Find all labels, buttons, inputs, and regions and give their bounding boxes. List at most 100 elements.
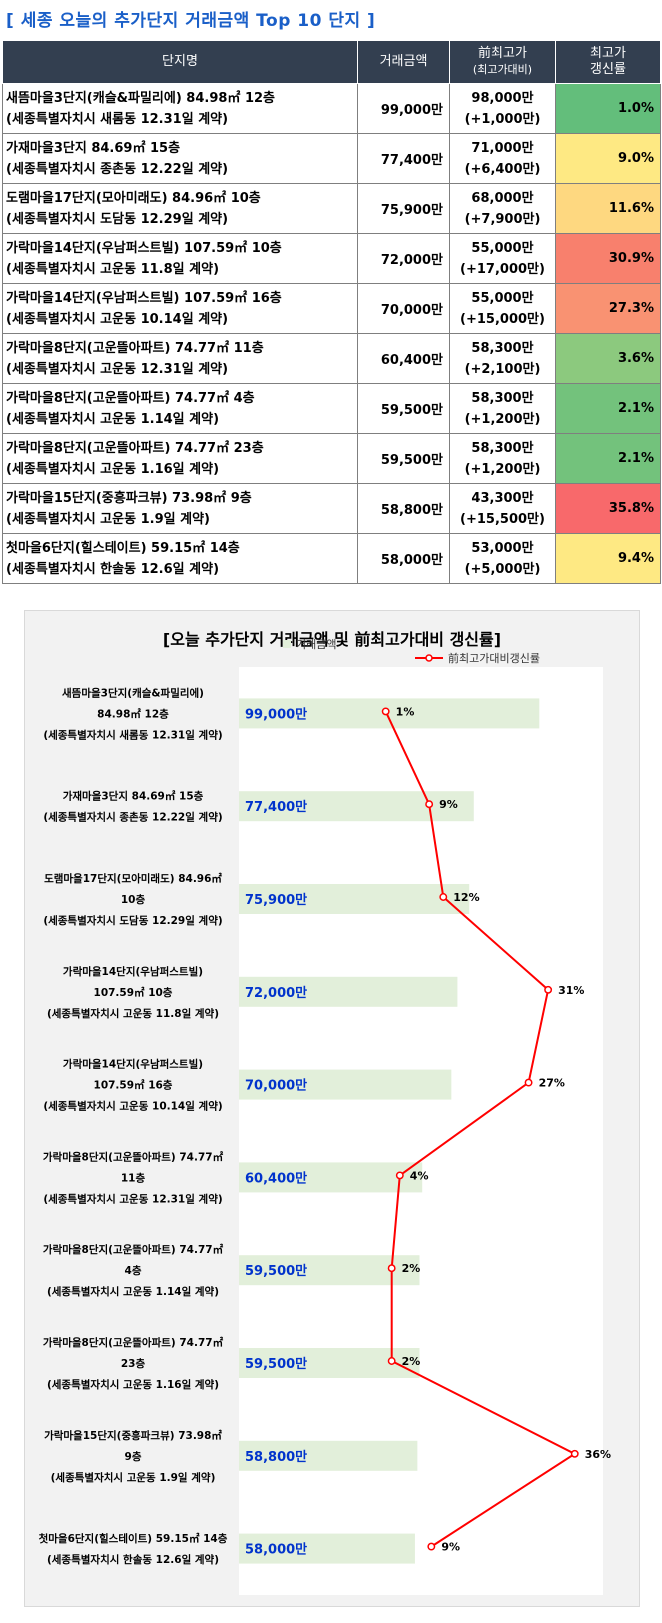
cell-price-value: 60,400만	[380, 353, 443, 368]
cell-complex-name-line2: (세종특별자치시 고운동 10.14일 계약)	[6, 311, 229, 327]
category-label-line: 9층	[125, 1450, 142, 1463]
category-label-line: 가락마을8단지(고운뜰아파트) 74.77㎡	[43, 1150, 224, 1163]
cell-complex-name: 가재마을3단지 84.69㎡ 15층 (세종특별자치시 종촌동 12.22일 계약…	[2, 133, 358, 184]
header-prev-line2: (최고가대비)	[472, 63, 533, 76]
bar-value-label: 77,400만	[245, 799, 307, 815]
rate-value-label: 9%	[439, 798, 458, 811]
cell-price: 59,500만	[357, 383, 450, 434]
cell-rate-value: 9.4%	[617, 551, 654, 566]
bar-value-label: 70,000만	[245, 1078, 307, 1094]
cell-complex-name-line1: 가락마을8단지(고운뜰아파트) 74.77㎡ 4층	[6, 390, 255, 406]
header-price: 거래금액	[357, 40, 450, 84]
table-row: 도램마을17단지(모아미래도) 84.96㎡ 10층 (세종특별자치시 도담동 1…	[2, 183, 661, 234]
rate-point	[524, 1078, 533, 1087]
cell-complex-name-line2: (세종특별자치시 고운동 12.31일 계약)	[6, 361, 229, 377]
category-label-line: (세종특별자치시 한솔동 12.6일 계약)	[47, 1553, 219, 1566]
deals-table: 단지명 거래금액 前최고가 (최고가대비) 최고가 갱신률 새뜸마을3단지(캐슬…	[2, 40, 661, 584]
cell-price: 99,000만	[357, 83, 450, 134]
cell-price-value: 70,000만	[380, 303, 443, 318]
cell-complex-name: 가락마을8단지(고운뜰아파트) 74.77㎡ 23층 (세종특별자치시 고운동 1…	[2, 433, 358, 484]
cell-rate-value: 11.6%	[608, 201, 654, 216]
cell-complex-name-line2: (세종특별자치시 고운동 1.16일 계약)	[6, 461, 220, 477]
category-label-line: (세종특별자치시 종촌동 12.22일 계약)	[43, 811, 222, 824]
bar	[239, 791, 474, 822]
cell-rate: 9.0%	[555, 133, 661, 184]
cell-rate: 1.0%	[555, 83, 661, 134]
cell-rate: 3.6%	[555, 333, 661, 384]
category-label-line: (세종특별자치시 새롬동 12.31일 계약)	[43, 728, 222, 741]
category-label-line: 107.59㎡ 16층	[94, 1079, 173, 1092]
cell-price-value: 59,500만	[380, 453, 443, 468]
table-row: 가락마을8단지(고운뜰아파트) 74.77㎡ 4층 (세종특별자치시 고운동 1.…	[2, 383, 661, 434]
rate-point	[439, 893, 448, 901]
bar-value-label: 59,500만	[245, 1263, 307, 1279]
cell-prev-high-diff: (+15,000만)	[460, 311, 545, 327]
bar-value-label: 60,400만	[245, 1170, 307, 1186]
cell-rate-value: 9.0%	[617, 151, 654, 166]
category-label-line: 첫마을6단지(힐스테이트) 59.15㎡ 14층	[39, 1532, 228, 1545]
cell-complex-name: 새뜸마을3단지(캐슬&파밀리에) 84.98㎡ 12층 (세종특별자치시 새롬동 …	[2, 83, 358, 134]
bar-value-label: 58,800만	[245, 1449, 307, 1465]
category-label-line: 가락마을15단지(중흥파크뷰) 73.98㎡	[44, 1429, 222, 1442]
cell-complex-name-line1: 가락마을15단지(중흥파크뷰) 73.98㎡ 9층	[6, 490, 252, 506]
bar	[239, 976, 458, 1007]
plot-area	[239, 667, 603, 1595]
cell-complex-name-line1: 가락마을8단지(고운뜰아파트) 74.77㎡ 23층	[6, 440, 264, 456]
cell-complex-name-line2: (세종특별자치시 고운동 11.8일 계약)	[6, 261, 220, 277]
cell-price: 72,000만	[357, 233, 450, 284]
cell-price-value: 72,000만	[380, 253, 443, 268]
rate-point	[544, 985, 553, 994]
table-row: 가락마을8단지(고운뜰아파트) 74.77㎡ 23층 (세종특별자치시 고운동 1…	[2, 433, 661, 484]
category-label-line: 가재마을3단지 84.69㎡ 15층	[63, 790, 204, 803]
cell-price-value: 59,500만	[380, 403, 443, 418]
chart-panel: [오늘 추가단지 거래금액 및 前최고가대비 갱신률] 거래금액 前최고가대비갱…	[24, 610, 640, 1607]
table-row: 첫마을6단지(힐스테이트) 59.15㎡ 14층 (세종특별자치시 한솔동 12.…	[2, 533, 661, 584]
cell-prev-high-value: 58,300만	[471, 340, 534, 356]
cell-complex-name: 가락마을14단지(우남퍼스트빌) 107.59㎡ 10층 (세종특별자치시 고운동…	[2, 233, 358, 284]
cell-price-value: 58,800만	[380, 503, 443, 518]
bar-value-label: 58,000만	[245, 1542, 307, 1558]
rate-value-label: 27%	[539, 1077, 565, 1090]
rate-value-label: 1%	[396, 705, 415, 718]
table-header-row: 단지명 거래금액 前최고가 (최고가대비) 최고가 갱신률	[2, 40, 661, 84]
cell-price-value: 99,000만	[380, 103, 443, 118]
table-row: 가락마을8단지(고운뜰아파트) 74.77㎡ 11층 (세종특별자치시 고운동 1…	[2, 333, 661, 384]
bar	[239, 698, 540, 729]
category-label-line: 가락마을8단지(고운뜰아파트) 74.77㎡	[43, 1243, 224, 1256]
table-row: 가락마을14단지(우남퍼스트빌) 107.59㎡ 10층 (세종특별자치시 고운동…	[2, 233, 661, 284]
cell-prev-high-value: 98,000만	[471, 90, 534, 106]
category-label-line: (세종특별자치시 고운동 1.9일 계약)	[51, 1471, 216, 1484]
rate-value-label: 2%	[402, 1355, 421, 1368]
cell-complex-name-line1: 가락마을14단지(우남퍼스트빌) 107.59㎡ 16층	[6, 290, 282, 306]
category-label-line: 새뜸마을3단지(캐슬&파밀리에)	[62, 686, 204, 699]
category-label-line: (세종특별자치시 고운동 10.14일 계약)	[43, 1100, 222, 1113]
header-rate-line2: 갱신률	[590, 62, 626, 77]
category-label-line: (세종특별자치시 고운동 1.14일 계약)	[47, 1285, 219, 1298]
rate-point	[387, 1264, 396, 1273]
cell-rate-value: 30.9%	[608, 251, 654, 266]
cell-rate: 9.4%	[555, 533, 661, 584]
bar-value-label: 99,000만	[245, 706, 307, 722]
bars-layer	[239, 698, 540, 1564]
cell-rate: 2.1%	[555, 383, 661, 434]
category-label-line: (세종특별자치시 고운동 11.8일 계약)	[47, 1007, 219, 1020]
cell-prev-high-value: 71,000만	[471, 140, 534, 156]
cell-complex-name-line1: 가재마을3단지 84.69㎡ 15층	[6, 140, 181, 156]
cell-price: 60,400만	[357, 333, 450, 384]
cell-complex-name: 가락마을8단지(고운뜰아파트) 74.77㎡ 11층 (세종특별자치시 고운동 1…	[2, 333, 358, 384]
cell-rate-value: 27.3%	[608, 301, 654, 316]
rate-line	[384, 710, 577, 1548]
rate-point	[387, 1357, 396, 1365]
cell-prev-high-diff: (+2,100만)	[464, 361, 541, 377]
cell-complex-name: 가락마을8단지(고운뜰아파트) 74.77㎡ 4층 (세종특별자치시 고운동 1.…	[2, 383, 358, 434]
cell-rate: 11.6%	[555, 183, 661, 234]
rate-value-label: 12%	[453, 891, 479, 904]
rate-value-label: 4%	[410, 1169, 429, 1182]
category-label-line: 가락마을14단지(우남퍼스트빌)	[63, 965, 203, 978]
table-body: 새뜸마을3단지(캐슬&파밀리에) 84.98㎡ 12층 (세종특별자치시 새롬동 …	[2, 83, 661, 584]
cell-complex-name: 도램마을17단지(모아미래도) 84.96㎡ 10층 (세종특별자치시 도담동 1…	[2, 183, 358, 234]
cell-rate: 2.1%	[555, 433, 661, 484]
cell-complex-name-line2: (세종특별자치시 고운동 1.14일 계약)	[6, 411, 220, 427]
page-title: [ 세종 오늘의 추가단지 거래금액 Top 10 단지 ]	[6, 11, 376, 31]
table-row: 가락마을14단지(우남퍼스트빌) 107.59㎡ 16층 (세종특별자치시 고운동…	[2, 283, 661, 334]
